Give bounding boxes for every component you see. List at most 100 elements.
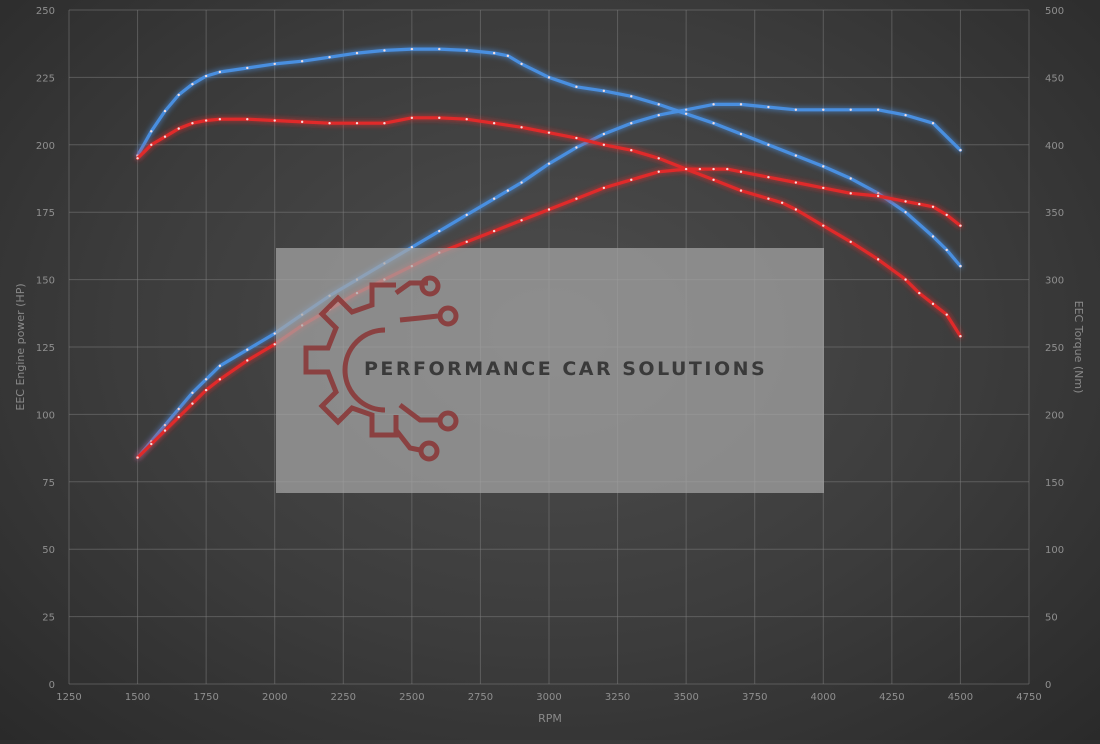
data-point	[204, 388, 208, 392]
data-point	[177, 93, 180, 97]
data-point	[712, 103, 715, 106]
y-right-tick-label: 0	[1045, 680, 1051, 691]
data-point	[876, 258, 880, 261]
data-point	[684, 112, 688, 115]
data-point	[520, 126, 523, 129]
y-left-tick-label: 250	[36, 6, 55, 17]
data-point	[931, 122, 935, 125]
data-point	[204, 378, 208, 381]
watermark-text: PERFORMANCE CAR SOLUTIONS	[364, 358, 767, 380]
data-point	[876, 192, 880, 195]
data-point	[602, 143, 606, 146]
data-point	[163, 109, 167, 113]
data-point	[506, 189, 510, 192]
data-point	[492, 197, 496, 200]
x-tick-label: 1250	[56, 692, 81, 703]
x-tick-label: 2500	[399, 692, 424, 703]
x-tick-label: 2750	[468, 692, 493, 703]
data-point	[822, 108, 825, 111]
x-tick-label: 4750	[1016, 692, 1041, 703]
data-point	[959, 335, 962, 338]
x-tick-label: 1500	[125, 692, 150, 703]
data-point	[218, 378, 222, 381]
data-point	[712, 167, 715, 171]
data-point	[191, 122, 194, 125]
data-point	[218, 364, 222, 368]
data-point	[246, 66, 249, 70]
series-line-stock-left	[136, 167, 963, 460]
data-point	[698, 167, 702, 171]
x-tick-label: 1750	[193, 692, 218, 703]
y-right-tick-label: 50	[1045, 613, 1058, 624]
data-point	[410, 116, 414, 120]
data-point	[191, 82, 194, 86]
data-point	[177, 407, 180, 411]
data-point	[945, 313, 948, 316]
data-point	[191, 402, 194, 405]
data-point	[602, 89, 606, 93]
data-point	[767, 197, 770, 200]
data-point	[630, 95, 633, 98]
data-point	[465, 49, 468, 52]
data-point	[849, 177, 852, 180]
x-tick-label: 3500	[673, 692, 698, 703]
y-left-tick-label: 50	[42, 545, 55, 556]
data-point	[657, 113, 660, 117]
data-point	[849, 108, 852, 111]
data-point	[904, 113, 907, 117]
y-right-axis-title: EEC Torque (Nm)	[1072, 301, 1085, 394]
y-left-axis-title: EEC Engine power (HP)	[14, 283, 27, 410]
data-point	[657, 103, 660, 106]
data-point	[959, 224, 962, 227]
data-point	[739, 103, 743, 106]
data-point	[739, 189, 743, 192]
data-point	[246, 117, 249, 121]
y-left-tick-label: 125	[36, 343, 55, 354]
data-point	[150, 143, 153, 146]
data-point	[273, 332, 276, 335]
data-point	[273, 343, 276, 346]
data-point	[918, 202, 921, 206]
y-right-tick-label: 350	[1045, 208, 1064, 219]
data-point	[438, 229, 441, 233]
data-point	[136, 157, 139, 160]
data-point	[438, 116, 441, 120]
data-point	[410, 47, 414, 51]
data-point	[492, 122, 496, 125]
watermark-panel	[276, 248, 824, 493]
data-point	[355, 122, 359, 125]
data-point	[492, 229, 496, 233]
data-point	[520, 219, 523, 222]
data-point	[712, 122, 715, 125]
data-point	[300, 60, 304, 63]
x-tick-label: 4000	[811, 692, 836, 703]
data-point	[547, 162, 551, 165]
x-tick-label: 2250	[331, 692, 356, 703]
data-point	[931, 205, 935, 209]
data-point	[218, 70, 222, 74]
data-point	[931, 302, 935, 306]
x-tick-label: 2000	[262, 692, 287, 703]
y-right-tick-label: 500	[1045, 6, 1064, 17]
data-point	[218, 117, 222, 121]
data-point	[657, 170, 660, 173]
data-point	[438, 47, 441, 51]
data-point	[177, 127, 180, 130]
data-point	[945, 213, 948, 217]
data-point	[328, 122, 331, 125]
data-point	[204, 119, 208, 122]
y-left-tick-label: 0	[49, 680, 55, 691]
y-right-tick-label: 300	[1045, 276, 1064, 287]
data-point	[575, 85, 578, 89]
data-point	[246, 359, 249, 362]
data-point	[163, 429, 167, 432]
data-point	[150, 442, 153, 446]
data-point	[410, 246, 414, 249]
data-point	[355, 51, 359, 55]
y-left-tick-label: 25	[42, 613, 55, 624]
data-point	[959, 264, 962, 268]
data-point	[300, 120, 304, 124]
data-point	[876, 194, 880, 198]
data-point	[822, 186, 825, 190]
y-left-tick-label: 175	[36, 208, 55, 219]
